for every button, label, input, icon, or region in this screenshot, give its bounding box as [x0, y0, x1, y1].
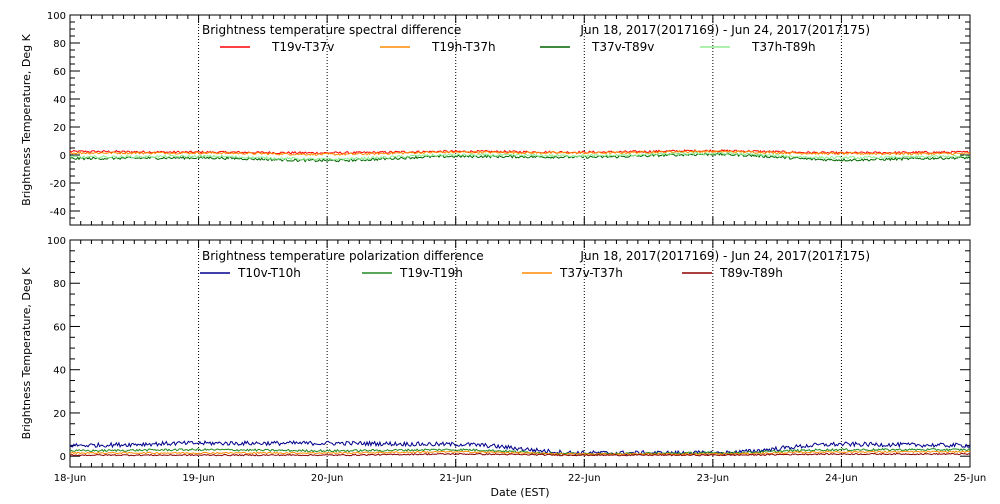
legend-label: T37v-T89v — [591, 40, 654, 54]
series-line — [69, 450, 971, 456]
y-tick-label: 0 — [60, 452, 66, 463]
series-line — [69, 439, 971, 457]
chart-title: Brightness temperature spectral differen… — [202, 23, 461, 37]
y-tick-label: 60 — [53, 322, 66, 333]
series-line — [69, 152, 971, 163]
x-tick-label: 22-Jun — [568, 473, 601, 484]
legend-label: T19v-T37v — [271, 40, 334, 54]
legend-label: T37h-T89h — [751, 40, 816, 54]
y-axis-label: Brightness Temperature, Deg K — [20, 33, 33, 205]
x-tick-label: 24-Jun — [825, 473, 858, 484]
series-line — [69, 151, 971, 162]
y-tick-label: -20 — [50, 179, 66, 190]
x-tick-label: 25-Jun — [954, 473, 987, 484]
y-tick-label: 40 — [53, 366, 66, 377]
y-tick-label: 100 — [47, 236, 66, 247]
legend-label: T89v-T89h — [719, 266, 783, 280]
plot-frame — [69, 239, 971, 468]
series-line — [69, 452, 970, 457]
legend-label: T10v-T10h — [237, 266, 301, 280]
plot-frame — [69, 14, 971, 226]
y-axis-label: Brightness Temperature, Deg K — [20, 267, 33, 439]
x-tick-label: 23-Jun — [697, 473, 730, 484]
legend-label: T19h-T37h — [431, 40, 496, 54]
chart-date-range: Jun 18, 2017(2017169) - Jun 24, 2017(201… — [579, 249, 870, 263]
legend-label: T37v-T37h — [559, 266, 623, 280]
series-line — [69, 149, 971, 157]
y-tick-label: -40 — [50, 207, 66, 218]
y-tick-label: 80 — [53, 39, 66, 50]
y-tick-label: 60 — [53, 67, 66, 78]
chart-date-range: Jun 18, 2017(2017169) - Jun 24, 2017(201… — [579, 23, 870, 37]
y-tick-label: 20 — [53, 409, 66, 420]
x-axis-label: Date (EST) — [490, 486, 549, 499]
y-tick-label: 100 — [47, 11, 66, 22]
y-tick-label: 40 — [53, 95, 66, 106]
x-tick-label: 21-Jun — [439, 473, 472, 484]
x-tick-label: 18-Jun — [54, 473, 87, 484]
y-tick-label: 80 — [53, 279, 66, 290]
legend-label: T19v-T19h — [399, 266, 463, 280]
chart-title: Brightness temperature polarization diff… — [202, 249, 484, 263]
y-tick-label: 20 — [53, 123, 66, 134]
y-tick-label: 0 — [60, 151, 66, 162]
x-tick-label: 19-Jun — [182, 473, 215, 484]
x-tick-label: 20-Jun — [311, 473, 344, 484]
